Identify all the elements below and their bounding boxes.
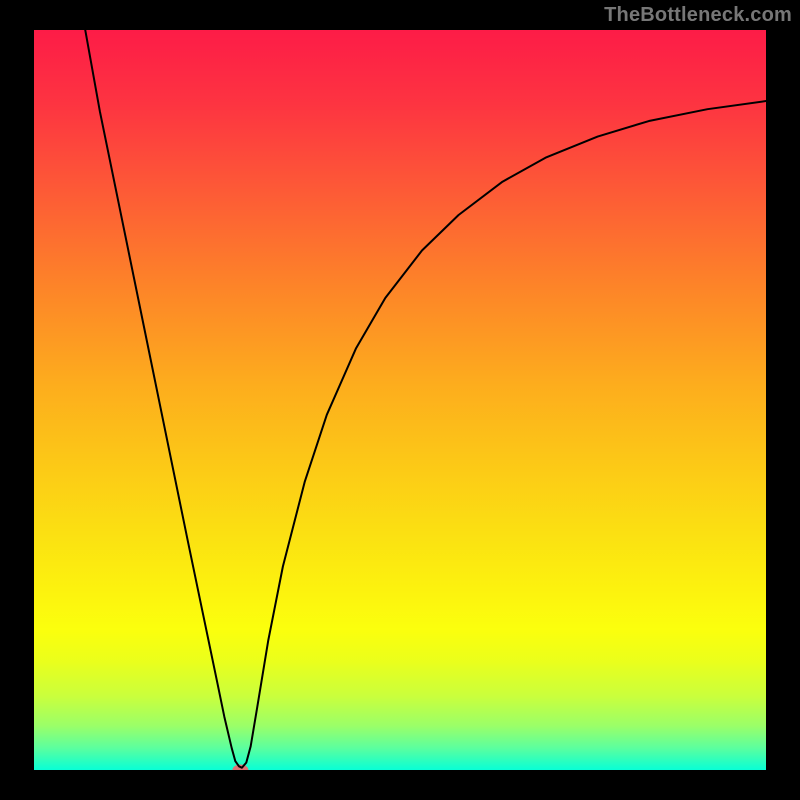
chart-root: TheBottleneck.com: [0, 0, 800, 800]
plot-background: [34, 30, 766, 770]
chart-svg: [0, 0, 800, 800]
